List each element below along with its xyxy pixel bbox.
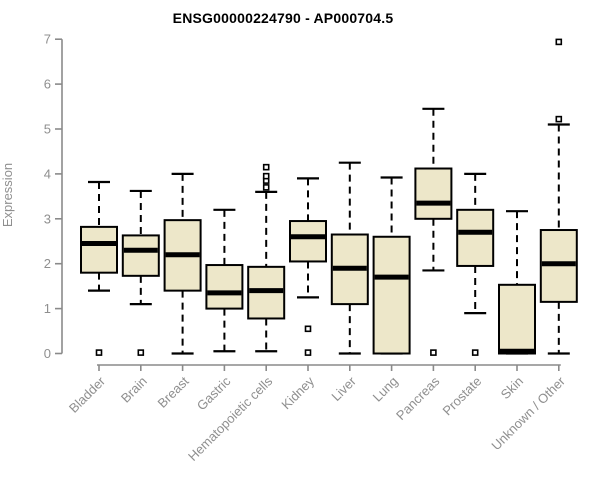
box-prostate bbox=[456, 172, 495, 356]
y-tick-label-3: 3 bbox=[44, 211, 51, 226]
iqr-box bbox=[289, 220, 327, 263]
x-tick-label-breast: Breast bbox=[155, 373, 192, 410]
iqr-box bbox=[121, 234, 160, 277]
x-tick-label-brain: Brain bbox=[118, 374, 150, 406]
box-gastric bbox=[205, 208, 244, 353]
y-tick-label-1: 1 bbox=[44, 301, 51, 316]
y-tick-label-2: 2 bbox=[44, 256, 51, 271]
outlier-point-0 bbox=[95, 349, 103, 356]
iqr-box bbox=[80, 225, 118, 274]
y-tick-label-7: 7 bbox=[44, 32, 51, 47]
box-skin bbox=[498, 210, 536, 355]
box-lung bbox=[372, 176, 411, 355]
box-brain bbox=[121, 189, 160, 356]
x-tick-label-pancreas: Pancreas bbox=[393, 373, 443, 423]
iqr-box bbox=[372, 235, 411, 355]
x-tick-label-kidney: Kidney bbox=[278, 373, 317, 412]
x-tick-label-prostate: Prostate bbox=[439, 374, 484, 419]
box-liver bbox=[330, 161, 369, 355]
y-tick-label-0: 0 bbox=[44, 346, 51, 361]
x-tick-label-skin: Skin bbox=[498, 374, 526, 402]
box-pancreas bbox=[414, 107, 453, 356]
outlier-point-0 bbox=[304, 325, 312, 333]
outlier-point-0 bbox=[555, 115, 563, 123]
y-tick-label-6: 6 bbox=[44, 77, 51, 92]
outlier-point-0 bbox=[137, 349, 145, 356]
iqr-box bbox=[456, 208, 495, 267]
x-tick-label-bladder: Bladder bbox=[66, 373, 109, 416]
outlier-point-1 bbox=[555, 38, 563, 46]
x-tick-label-gastric: Gastric bbox=[194, 373, 234, 413]
outlier-point-0 bbox=[471, 349, 479, 356]
chart-title: ENSG00000224790 - AP000704.5 bbox=[172, 10, 394, 26]
outlier-point-2 bbox=[262, 172, 270, 180]
y-tick-label-5: 5 bbox=[44, 122, 51, 137]
box-breast bbox=[163, 172, 202, 355]
box-bladder bbox=[80, 180, 118, 356]
outlier-point-0 bbox=[430, 349, 437, 356]
box-hematopoietic-cells bbox=[247, 163, 286, 353]
y-tick-label-4: 4 bbox=[44, 166, 51, 181]
x-tick-label-lung: Lung bbox=[370, 374, 401, 405]
x-tick-label-liver: Liver bbox=[328, 373, 359, 404]
outlier-point-3 bbox=[262, 163, 270, 171]
x-tick-label-unknown-other: Unknown / Other bbox=[488, 373, 568, 453]
iqr-box bbox=[414, 167, 453, 220]
outlier-point-1 bbox=[304, 349, 312, 356]
iqr-box bbox=[498, 283, 536, 355]
outlier-point-0 bbox=[262, 184, 270, 191]
box-kidney bbox=[289, 177, 327, 356]
iqr-box bbox=[205, 264, 244, 310]
box-unknown-other bbox=[539, 38, 578, 355]
